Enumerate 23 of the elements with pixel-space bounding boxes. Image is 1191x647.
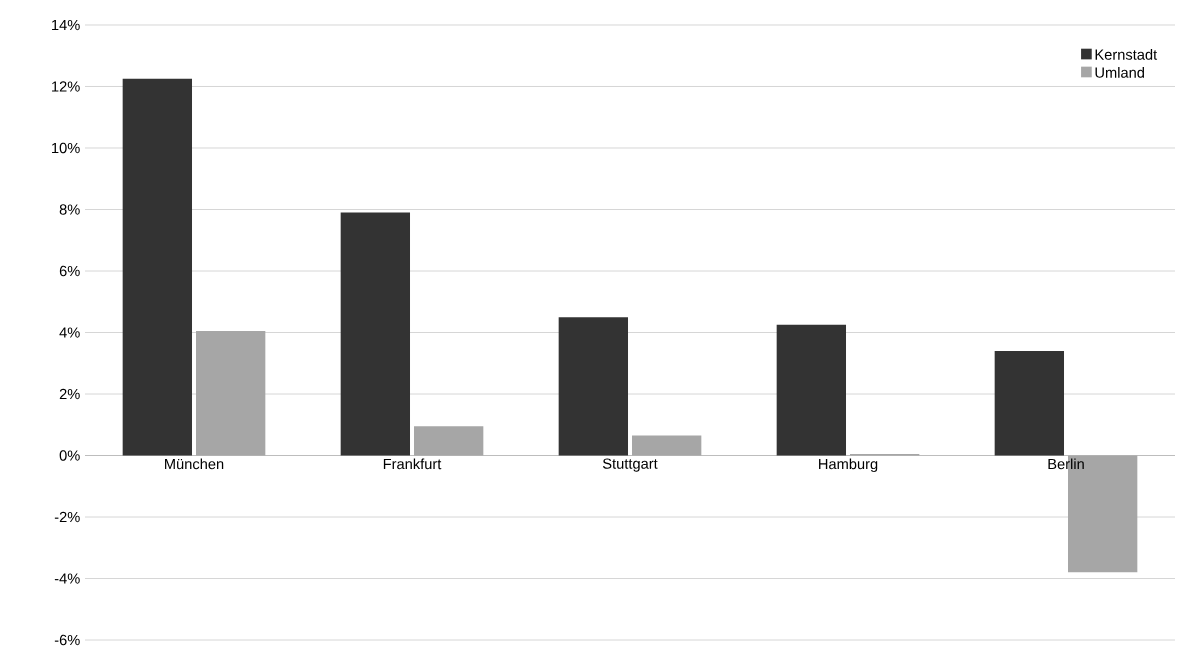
- legend-label: Umland: [1095, 67, 1144, 78]
- x-tick-label: Hamburg: [819, 458, 878, 473]
- bar: [776, 324, 847, 456]
- x-tick-label: München: [165, 458, 224, 470]
- y-tick-label: 2%: [59, 388, 80, 400]
- y-tick-label: 12%: [52, 81, 80, 92]
- bar: [340, 212, 411, 456]
- bar: [994, 350, 1065, 456]
- y-tick-label: -6%: [54, 634, 80, 646]
- y-tick-label: 4%: [59, 327, 80, 338]
- y-tick-label: 14%: [52, 19, 80, 31]
- y-tick-label: 0%: [59, 450, 80, 461]
- x-tick-label: Stuttgart: [602, 458, 658, 472]
- y-tick-label: -4%: [54, 573, 80, 584]
- bar: [558, 317, 629, 456]
- y-tick-label: 6%: [59, 265, 80, 277]
- y-tick-label: 8%: [59, 204, 80, 215]
- y-tick-label: 10%: [52, 142, 80, 154]
- x-tick-label: Frankfurt: [383, 458, 442, 470]
- bar: [122, 78, 193, 456]
- legend-label: Kernstadt: [1095, 49, 1158, 60]
- x-tick-label: Berlin: [1048, 458, 1084, 470]
- y-tick-label: -2%: [54, 511, 80, 523]
